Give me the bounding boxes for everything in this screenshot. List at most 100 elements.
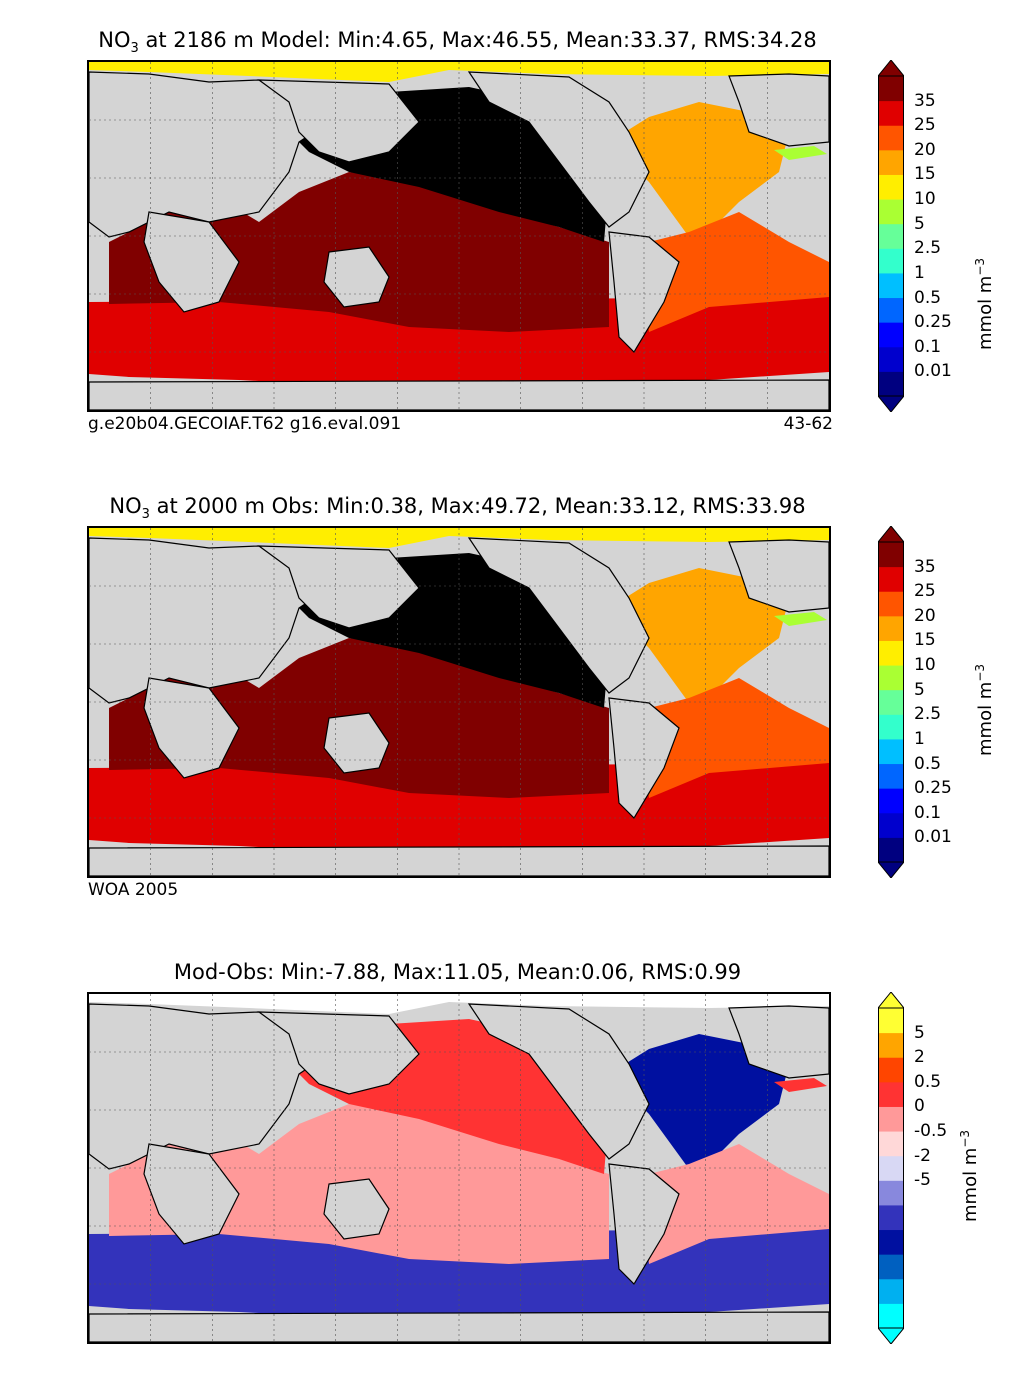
obs-map <box>87 526 831 878</box>
colorbar-swatch <box>878 1032 904 1058</box>
colorbar-swatch <box>878 297 904 323</box>
colorbar-swatch <box>878 1204 904 1231</box>
colorbar-swatch <box>878 714 904 740</box>
colorbar-swatch <box>878 1303 904 1329</box>
colorbar-tick-label: 20 <box>914 605 936 626</box>
colorbar-swatch <box>878 346 904 372</box>
colorbar-swatch <box>878 1131 904 1157</box>
land-mass <box>143 211 240 313</box>
colorbar-tick-label: 0.1 <box>914 802 942 823</box>
land-mass <box>257 79 420 163</box>
land-mass <box>728 539 829 613</box>
colorbar-swatch <box>878 591 904 617</box>
colorbar-swatch <box>878 1254 904 1280</box>
colorbar-swatch <box>878 199 904 225</box>
land-mass <box>89 1311 829 1342</box>
land-mass <box>257 545 420 629</box>
colorbar-swatch <box>878 566 904 592</box>
land-mass <box>728 73 829 147</box>
colorbar-tick-label: 0.25 <box>914 312 952 333</box>
colorbar-low-extend <box>878 1327 904 1344</box>
land-mass <box>143 1143 240 1245</box>
region-north-atlantic <box>609 102 789 237</box>
colorbar-tick-label: 0.5 <box>914 287 942 308</box>
colorbar-swatch <box>878 125 904 151</box>
region-mediterranean <box>774 146 827 160</box>
land-mass <box>467 537 650 694</box>
colorbar-tick-label: 25 <box>914 115 936 136</box>
colorbar-swatch <box>878 1229 904 1255</box>
colorbar-high-extend <box>878 60 904 77</box>
land-mass <box>323 246 390 308</box>
colorbar-swatch <box>878 174 904 200</box>
diff-unit-label: mmol m−3 <box>958 1129 981 1222</box>
model-run-label: g.e20b04.GECOIAF.T62 g16.eval.091 <box>88 414 402 434</box>
region-north-atlantic <box>609 568 789 703</box>
colorbar-swatch <box>878 837 904 863</box>
colorbar-tick-label: 20 <box>914 139 936 160</box>
colorbar-swatch <box>878 615 904 641</box>
obs-source-label: WOA 2005 <box>88 880 179 900</box>
obs-unit-label: mmol m−3 <box>973 663 996 756</box>
colorbar-tick-label: 15 <box>914 630 936 651</box>
obs-title: NO3 at 2000 m Obs: Min:0.38, Max:49.72, … <box>109 494 806 523</box>
colorbar-swatch <box>878 1008 904 1034</box>
land-mass <box>257 1011 420 1095</box>
diff-title: Mod-Obs: Min:-7.88, Max:11.05, Mean:0.06… <box>173 960 742 984</box>
region-mediterranean <box>774 1078 827 1092</box>
colorbar-swatch <box>878 542 904 568</box>
colorbar-tick-label: 35 <box>914 90 936 111</box>
region-south-atlantic <box>644 212 829 332</box>
colorbar-swatch <box>878 1057 904 1083</box>
land-mass <box>89 71 330 238</box>
diff-colorbar: 5 2 0.5 0 -0.5 -2 -5 mmol m−3 <box>878 992 981 1344</box>
colorbar-tick-label: 0.5 <box>914 1071 942 1092</box>
colorbar-tick-label: 0.5 <box>914 753 942 774</box>
colorbar-tick-label: 0 <box>914 1096 925 1117</box>
colorbar-tick-label: 0.25 <box>914 778 952 799</box>
colorbar-swatch <box>878 689 904 715</box>
colorbar-swatch <box>878 763 904 789</box>
colorbar-swatch <box>878 272 904 299</box>
colorbar-tick-label: 2.5 <box>914 704 942 725</box>
colorbar-tick-label: 5 <box>914 1022 925 1043</box>
diff-map <box>87 992 831 1344</box>
region-south-atlantic <box>644 1144 829 1264</box>
model-colorbar: 35 25 20 15 10 5 2.5 1 0.5 0.25 0.1 0.01 mmol m−3 <box>878 60 996 412</box>
colorbar-swatch <box>878 100 904 126</box>
colorbar-swatch <box>878 640 904 666</box>
colorbar-tick-label: 1 <box>914 262 925 283</box>
land-mass <box>323 1178 390 1240</box>
colorbar-swatch <box>878 76 904 102</box>
colorbar-tick-label: 35 <box>914 556 936 577</box>
colorbar-swatch <box>878 149 904 175</box>
colorbar-high-extend <box>878 526 904 543</box>
colorbar-tick-label: -5 <box>914 1170 931 1191</box>
colorbar-swatch <box>878 322 904 348</box>
region-mediterranean <box>774 612 827 626</box>
colorbar-swatch <box>878 1180 904 1206</box>
colorbar-tick-label: 10 <box>914 655 936 676</box>
land-mass <box>728 1005 829 1079</box>
land-mass <box>89 1003 330 1170</box>
colorbar-tick-label: -2 <box>914 1145 931 1166</box>
colorbar-tick-label: 2 <box>914 1047 925 1068</box>
model-map <box>87 60 831 412</box>
colorbar-tick-label: 0.1 <box>914 336 942 357</box>
colorbar-frame <box>878 1007 904 1329</box>
land-mass <box>323 712 390 774</box>
model-years-label: 43-62 <box>783 414 833 434</box>
colorbar-tick-label: 25 <box>914 581 936 602</box>
colorbar-tick-label: 5 <box>914 679 925 700</box>
land-mass <box>467 71 650 228</box>
land-mass <box>89 845 829 876</box>
colorbar-swatch <box>878 738 904 765</box>
land-mass <box>89 537 330 704</box>
colorbar-swatch <box>878 1155 904 1181</box>
colorbar-tick-label: 1 <box>914 728 925 749</box>
obs-colorbar: 35 25 20 15 10 5 2.5 1 0.5 0.25 0.1 0.01 mmol m−3 <box>878 526 996 878</box>
colorbar-tick-label: -0.5 <box>914 1121 948 1142</box>
land-mass <box>143 677 240 779</box>
colorbar-high-extend <box>878 992 904 1009</box>
colorbar-frame <box>878 541 904 863</box>
